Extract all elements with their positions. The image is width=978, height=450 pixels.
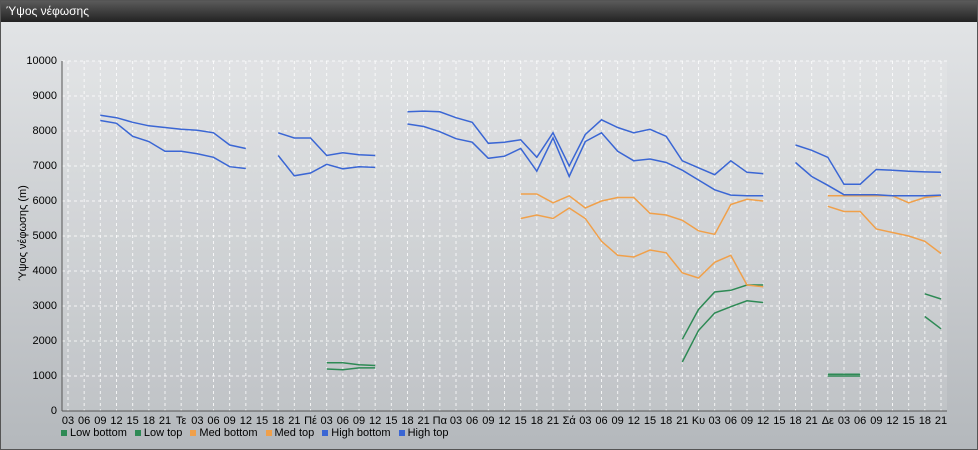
legend: Low bottom Low top Med bottom Med top High b…	[61, 427, 449, 439]
x-tick-label: 03	[579, 415, 591, 427]
x-tick-label: 09	[482, 415, 494, 427]
x-tick-label: Πα	[433, 415, 448, 427]
x-tick-label: Δε	[822, 415, 834, 427]
legend-label: Low top	[143, 427, 183, 439]
legend-label: Med bottom	[199, 427, 258, 439]
x-tick-label: 12	[628, 415, 640, 427]
legend-label: High bottom	[331, 427, 391, 439]
legend-swatch	[322, 430, 329, 436]
x-tick-label: Τε	[176, 415, 187, 427]
legend-swatch	[265, 430, 272, 436]
x-tick-label: 18	[919, 415, 931, 427]
x-tick-label: 09	[94, 415, 106, 427]
x-tick-label: 18	[789, 415, 801, 427]
x-tick-label: 21	[418, 415, 430, 427]
x-tick-label: 09	[353, 415, 365, 427]
x-tick-label: 09	[612, 415, 624, 427]
x-tick-label: 12	[757, 415, 769, 427]
x-tick-label: 18	[531, 415, 543, 427]
x-tick-label: 09	[224, 415, 236, 427]
x-tick-label: 03	[321, 415, 333, 427]
legend-label: High top	[407, 427, 449, 439]
legend-swatch	[190, 430, 197, 436]
legend-item[interactable]: High bottom	[322, 427, 391, 439]
x-tick-label: 15	[515, 415, 527, 427]
x-tick-label: 21	[806, 415, 818, 427]
legend-item[interactable]: Low bottom	[61, 427, 127, 439]
x-tick-label: Σά	[563, 415, 577, 427]
y-tick-label: 1000	[33, 370, 57, 382]
x-tick-label: 18	[143, 415, 155, 427]
x-tick-label: 15	[127, 415, 139, 427]
x-tick-label: Πέ	[304, 415, 317, 427]
x-tick-label: 15	[385, 415, 397, 427]
x-tick-label: 12	[498, 415, 510, 427]
legend-swatch	[398, 430, 405, 436]
y-tick-label: 4000	[33, 265, 57, 277]
legend-swatch	[61, 430, 67, 436]
x-tick-label: 06	[725, 415, 737, 427]
y-tick-label: 2000	[33, 335, 57, 347]
x-tick-label: 21	[288, 415, 300, 427]
chart: Ύψος νέφωσης (m) 0 1000 2000 3000 4000 5000 60…	[17, 55, 947, 427]
x-tick-label: 06	[337, 415, 349, 427]
y-tick-label: 6000	[33, 195, 57, 207]
y-tick-label: 7000	[33, 160, 57, 172]
legend-item[interactable]: Med bottom	[190, 427, 258, 439]
legend-item[interactable]: Low top	[134, 427, 183, 439]
x-tick-label: 12	[110, 415, 122, 427]
x-tick-label: 15	[773, 415, 785, 427]
x-tick-label: 18	[272, 415, 284, 427]
y-tick-label: 8000	[33, 125, 57, 137]
legend-label: Med top	[274, 427, 315, 439]
y-tick-label: 9000	[33, 90, 57, 102]
y-axis-title: Ύψος νέφωσης (m)	[17, 185, 29, 281]
x-tick-label: 21	[547, 415, 559, 427]
y-tick-label: 5000	[33, 230, 57, 242]
x-tick-label: 12	[886, 415, 898, 427]
x-tick-label: 21	[676, 415, 688, 427]
x-tick-label: 15	[903, 415, 915, 427]
legend-swatch	[134, 430, 141, 436]
x-tick-label: Κυ	[692, 415, 705, 427]
x-tick-label: 09	[741, 415, 753, 427]
y-tick-label: 0	[51, 405, 57, 417]
x-tick-label: 06	[854, 415, 866, 427]
series-line	[520, 205, 942, 288]
x-tick-label: 18	[660, 415, 672, 427]
legend-item[interactable]: Med top	[265, 427, 315, 439]
series-line	[326, 300, 942, 377]
x-tick-label: 03	[62, 415, 74, 427]
x-tick-label: 06	[78, 415, 90, 427]
y-tick-label: 10000	[26, 55, 57, 67]
series-line	[326, 284, 942, 376]
x-tick-label: 03	[191, 415, 203, 427]
x-tick-label: 12	[369, 415, 381, 427]
series-line	[100, 110, 942, 185]
x-tick-label: 06	[595, 415, 607, 427]
series-line	[100, 119, 942, 197]
x-tick-label: 03	[838, 415, 850, 427]
x-tick-label: 18	[401, 415, 413, 427]
x-tick-label: 21	[935, 415, 947, 427]
legend-label: Low bottom	[70, 427, 127, 439]
x-tick-label: 15	[256, 415, 268, 427]
x-tick-label: 06	[207, 415, 219, 427]
title-bar: Ύψος νέφωσης	[1, 1, 977, 22]
x-tick-label: 21	[159, 415, 171, 427]
x-tick-label: 03	[450, 415, 462, 427]
x-tick-label: 15	[644, 415, 656, 427]
x-tick-label: 06	[466, 415, 478, 427]
x-tick-label: 09	[870, 415, 882, 427]
x-tick-label: 12	[240, 415, 252, 427]
y-tick-label: 3000	[33, 300, 57, 312]
x-tick-label: 03	[709, 415, 721, 427]
legend-item[interactable]: High top	[398, 427, 449, 439]
